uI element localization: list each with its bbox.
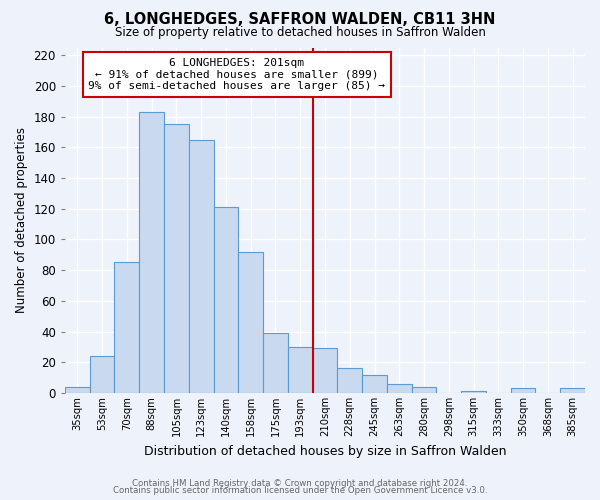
Bar (511, 388, 535, 393)
Bar (362, 374, 387, 393)
Bar (139, 112, 164, 393)
Bar (164, 124, 189, 393)
Bar (461, 392, 486, 393)
Text: Contains HM Land Registry data © Crown copyright and database right 2024.: Contains HM Land Registry data © Crown c… (132, 478, 468, 488)
Bar (189, 140, 214, 393)
Bar (560, 388, 585, 393)
Text: 6, LONGHEDGES, SAFFRON WALDEN, CB11 3HN: 6, LONGHEDGES, SAFFRON WALDEN, CB11 3HN (104, 12, 496, 28)
Text: 6 LONGHEDGES: 201sqm
← 91% of detached houses are smaller (899)
9% of semi-detac: 6 LONGHEDGES: 201sqm ← 91% of detached h… (88, 58, 385, 91)
Bar (288, 347, 313, 393)
Bar (65, 387, 90, 393)
Bar (238, 252, 263, 393)
Text: Size of property relative to detached houses in Saffron Walden: Size of property relative to detached ho… (115, 26, 485, 39)
Bar (313, 348, 337, 393)
X-axis label: Distribution of detached houses by size in Saffron Walden: Distribution of detached houses by size … (144, 444, 506, 458)
Y-axis label: Number of detached properties: Number of detached properties (15, 128, 28, 314)
Bar (387, 384, 412, 393)
Bar (90, 356, 115, 393)
Bar (412, 387, 436, 393)
Bar (214, 207, 238, 393)
Bar (115, 262, 139, 393)
Text: Contains public sector information licensed under the Open Government Licence v3: Contains public sector information licen… (113, 486, 487, 495)
Bar (337, 368, 362, 393)
Bar (263, 333, 288, 393)
